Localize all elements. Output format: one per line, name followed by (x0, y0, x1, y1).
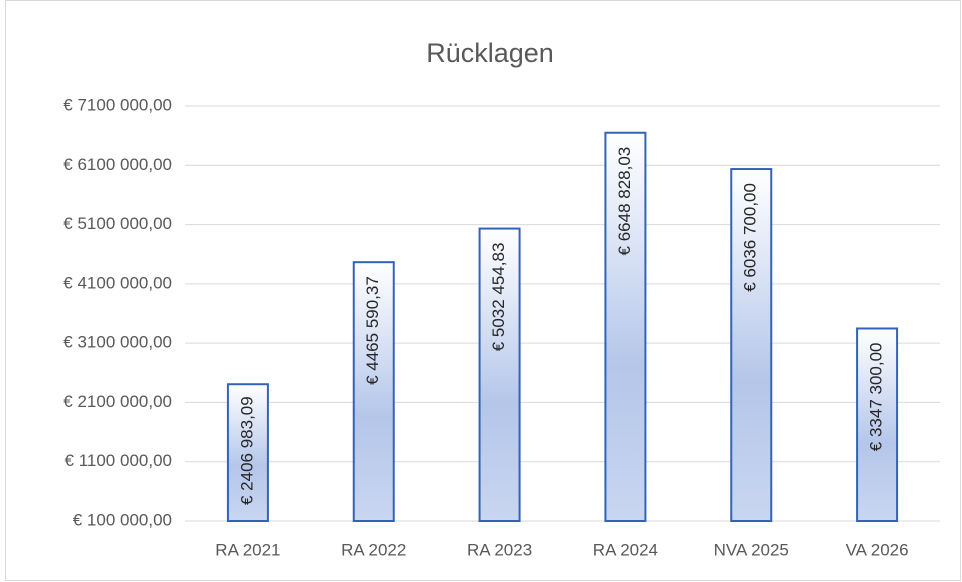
y-tick-label: € 7100 000,00 (63, 95, 172, 114)
bar (478, 227, 521, 522)
data-label: € 6036 700,00 (741, 183, 760, 292)
y-tick-label: € 4100 000,00 (63, 273, 172, 292)
y-tick-label: € 100 000,00 (73, 510, 172, 529)
x-tick-label: RA 2023 (467, 540, 532, 559)
data-label: € 4465 590,37 (363, 276, 382, 385)
x-tick-label: VA 2026 (846, 540, 909, 559)
x-tick-label: RA 2024 (593, 540, 658, 559)
x-tick-label: RA 2022 (341, 540, 406, 559)
bar (730, 168, 773, 522)
data-label: € 2406 983,09 (237, 396, 256, 505)
y-tick-label: € 2100 000,00 (63, 392, 172, 411)
data-label: € 6648 828,03 (615, 147, 634, 256)
y-tick-label: € 5100 000,00 (63, 214, 172, 233)
bar (604, 131, 647, 522)
bar (226, 383, 269, 522)
bar (352, 261, 395, 522)
bar (856, 327, 899, 522)
data-label: € 5032 454,83 (489, 243, 508, 352)
y-tick-label: € 1100 000,00 (65, 451, 172, 470)
chart-title: Rücklagen (426, 38, 554, 68)
y-tick-label: € 6100 000,00 (63, 155, 172, 174)
data-label: € 3347 300,00 (867, 342, 886, 451)
y-tick-label: € 3100 000,00 (63, 333, 172, 352)
x-tick-label: NVA 2025 (714, 540, 789, 559)
x-tick-label: RA 2021 (215, 540, 280, 559)
